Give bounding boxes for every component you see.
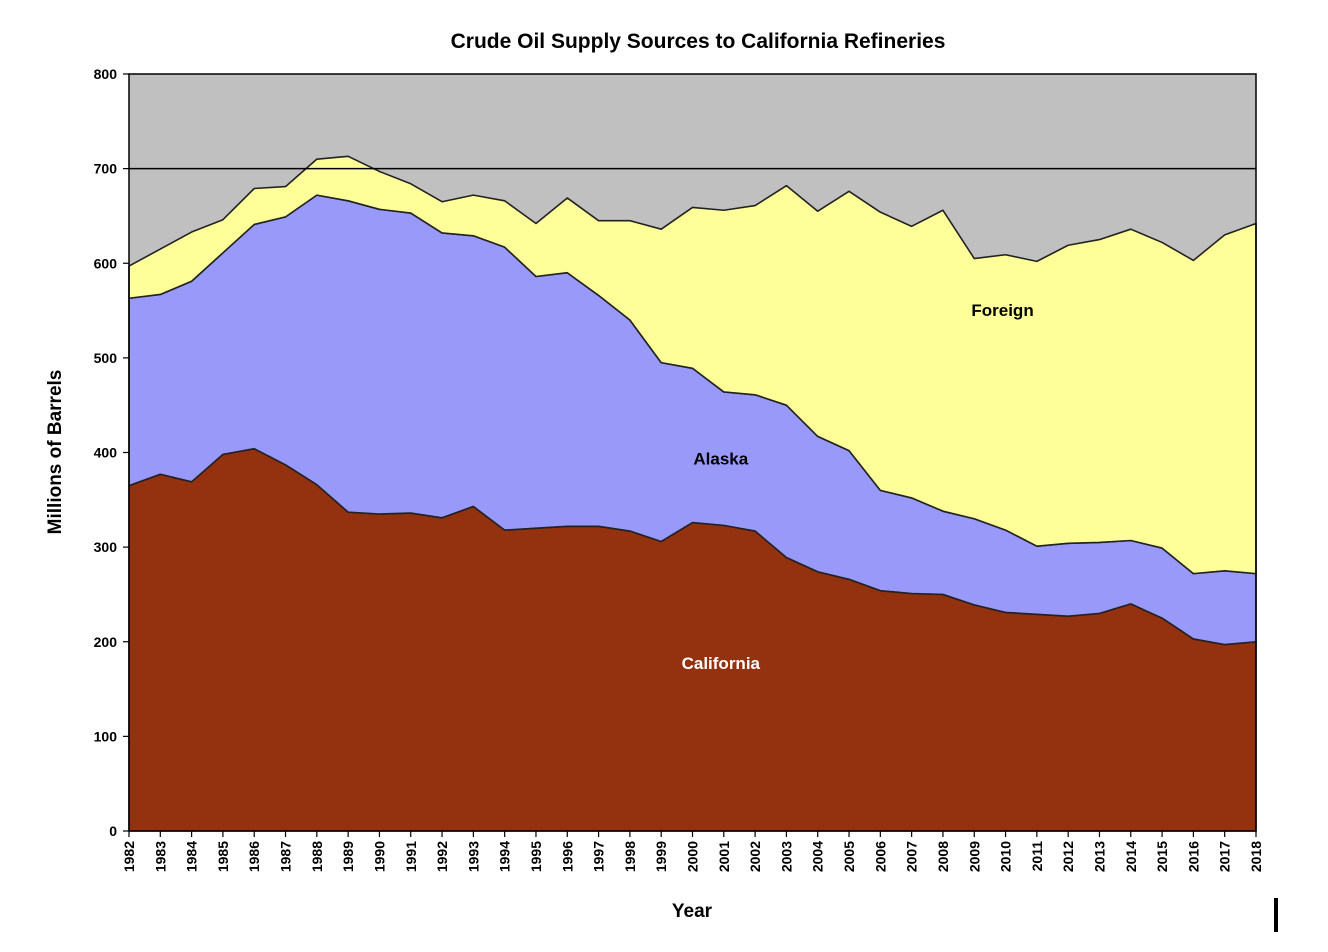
x-tick-label: 2017	[1217, 841, 1233, 872]
x-tick-label: 1984	[184, 841, 200, 872]
series-labels: California Alaska Foreign	[682, 301, 1034, 673]
y-axis-title: Millions of Barrels	[45, 370, 66, 535]
x-axis: 1982 1983 1984 1985 1986 1987 1988 1989 1990 1991…	[121, 831, 1264, 872]
x-tick-label: 1982	[121, 841, 137, 872]
series-label-california: California	[682, 654, 761, 673]
text-cursor-bar	[1274, 898, 1278, 932]
x-tick-label: 1988	[309, 841, 325, 872]
y-axis: 0 100 200 300 400 500 600 700 800	[94, 66, 129, 839]
x-tick-label: 2013	[1091, 841, 1107, 872]
x-tick-label: 2007	[904, 841, 920, 872]
x-tick-label: 1993	[465, 841, 481, 872]
y-tick-label: 400	[94, 445, 118, 461]
x-tick-label: 2006	[872, 841, 888, 872]
x-tick-label: 1983	[152, 841, 168, 872]
x-tick-label: 2008	[935, 841, 951, 872]
x-tick-label: 1990	[371, 841, 387, 872]
x-tick-label: 1994	[497, 841, 513, 872]
x-tick-label: 2018	[1248, 841, 1264, 872]
x-tick-label: 1986	[246, 841, 262, 872]
y-tick-label: 800	[94, 66, 118, 82]
x-tick-label: 2000	[685, 841, 701, 872]
x-tick-label: 2016	[1185, 841, 1201, 872]
x-axis-title: Year	[672, 901, 713, 922]
x-tick-label: 1998	[622, 841, 638, 872]
y-tick-label: 0	[109, 823, 117, 839]
x-tick-label: 1999	[653, 841, 669, 872]
y-tick-label: 700	[94, 161, 118, 177]
series-label-alaska: Alaska	[693, 450, 748, 469]
x-tick-label: 1991	[403, 841, 419, 872]
x-tick-label: 1989	[340, 841, 356, 872]
y-tick-label: 200	[94, 634, 118, 650]
x-tick-label: 1995	[528, 841, 544, 872]
y-tick-label: 300	[94, 539, 118, 555]
y-tick-label: 100	[94, 728, 118, 744]
x-tick-label: 2009	[966, 841, 982, 872]
x-tick-label: 2003	[778, 841, 794, 872]
x-tick-label: 2001	[716, 841, 732, 872]
chart-title: Crude Oil Supply Sources to California R…	[451, 30, 946, 53]
x-tick-label: 2005	[841, 841, 857, 872]
x-tick-label: 2012	[1060, 841, 1076, 872]
x-tick-label: 1997	[591, 841, 607, 872]
area-series-group	[128, 155, 1257, 832]
x-tick-label: 1996	[559, 841, 575, 872]
x-tick-label: 2002	[747, 841, 763, 872]
x-tick-label: 2010	[998, 841, 1014, 872]
y-tick-label: 600	[94, 255, 118, 271]
x-tick-label: 2014	[1123, 841, 1139, 872]
x-tick-label: 1987	[278, 841, 294, 872]
x-tick-label: 1985	[215, 841, 231, 872]
x-tick-label: 2015	[1154, 841, 1170, 872]
x-tick-label: 2004	[810, 841, 826, 872]
y-tick-label: 500	[94, 350, 118, 366]
series-label-foreign: Foreign	[971, 301, 1033, 320]
x-tick-label: 1992	[434, 841, 450, 872]
x-tick-label: 2011	[1029, 841, 1045, 872]
